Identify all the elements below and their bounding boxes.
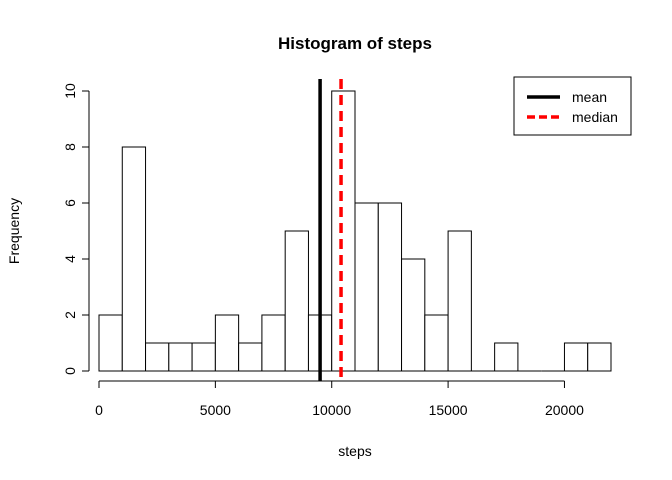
legend-box	[513, 76, 632, 136]
histogram-bar-17	[494, 342, 519, 372]
histogram-bar-11	[354, 202, 379, 372]
histogram-bar-15	[447, 230, 472, 372]
y-axis-label: Frequency	[6, 198, 22, 264]
x-tick-label-1: 5000	[200, 402, 231, 418]
legend-label-mean: mean	[572, 89, 607, 105]
bars-group	[98, 90, 612, 372]
y-tick-label-5: 10	[62, 83, 78, 99]
x-tick-label-4: 20000	[545, 402, 584, 418]
histogram-bar-5	[214, 314, 240, 372]
reference-lines	[318, 79, 343, 381]
histogram-bar-2	[145, 342, 170, 372]
histogram-bar-1	[121, 146, 147, 372]
histogram-bar-4	[191, 342, 216, 372]
histogram-bar-8	[284, 230, 309, 372]
x-axis: 0 5000 10000 15000 20000	[95, 380, 584, 418]
y-tick-label-1: 2	[62, 311, 78, 319]
x-tick-label-3: 15000	[429, 402, 468, 418]
histogram-bar-6	[238, 342, 263, 372]
histogram-bar-7	[261, 314, 286, 372]
histogram-bar-13	[401, 258, 426, 372]
histogram-bar-20	[563, 342, 589, 372]
y-tick-label-0: 0	[62, 367, 78, 375]
y-tick-label-4: 8	[62, 143, 78, 151]
x-axis-label: steps	[338, 443, 371, 459]
histogram-bar-3	[168, 342, 193, 372]
y-axis: 0 2 4 6 8 10	[62, 83, 90, 375]
y-tick-label-2: 4	[62, 255, 78, 263]
histogram-bar-10	[331, 90, 356, 372]
x-tick-label-0: 0	[95, 402, 103, 418]
legend: mean median	[513, 76, 632, 136]
histogram-bar-0	[98, 314, 123, 372]
histogram-bar-14	[424, 314, 449, 372]
y-tick-label-3: 6	[62, 199, 78, 207]
legend-label-median: median	[572, 109, 618, 125]
chart-title: Histogram of steps	[278, 34, 432, 53]
x-tick-label-2: 10000	[312, 402, 351, 418]
histogram-bar-21	[587, 342, 612, 372]
histogram-bar-12	[377, 202, 403, 372]
